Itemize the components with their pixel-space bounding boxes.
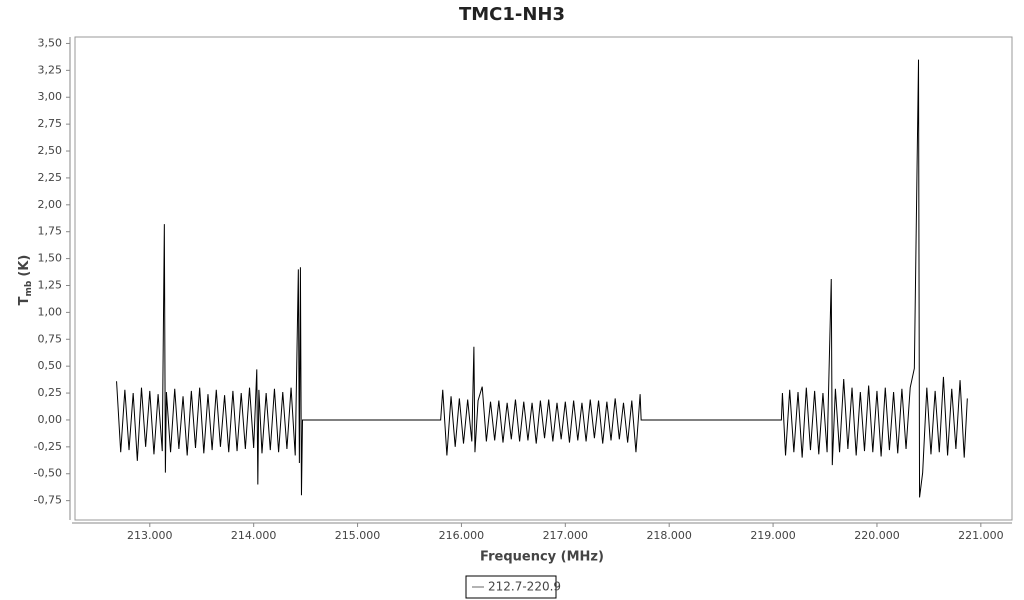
y-title-main: T (17, 296, 32, 305)
plot-frame (74, 36, 1013, 521)
y-tick-label: 0,75 (38, 332, 63, 345)
y-tick-label: 3,50 (38, 36, 63, 49)
x-tick-label: 215.000 (335, 529, 381, 542)
y-axis-title: Tmb (K) (17, 255, 34, 306)
y-tick-label: 2,75 (38, 117, 63, 130)
x-tick-label: 216.000 (439, 529, 485, 542)
x-tick-label: 214.000 (231, 529, 277, 542)
y-tick-label: -0,75 (34, 494, 62, 507)
x-tick-label: 217.000 (543, 529, 589, 542)
y-tick-label: 0,00 (38, 413, 63, 426)
y-tick-label: 1,00 (38, 305, 63, 318)
y-tick-label: 1,75 (38, 225, 63, 238)
legend-label: 212.7-220.9 (488, 580, 561, 594)
y-tick-label: 3,00 (38, 90, 63, 103)
y-title-sub: mb (24, 280, 34, 296)
y-tick-label: 1,25 (38, 278, 63, 291)
x-tick-label: 221.000 (958, 529, 1004, 542)
y-tick-label: 0,50 (38, 359, 63, 372)
y-tick-label: 2,25 (38, 171, 63, 184)
legend-box (465, 575, 557, 599)
y-tick-label: 1,50 (38, 252, 63, 265)
x-tick-label: 219.000 (750, 529, 796, 542)
y-tick-label: 2,50 (38, 144, 63, 157)
x-tick-label: 220.000 (854, 529, 900, 542)
x-axis-title: Frequency (MHz) (480, 550, 604, 565)
y-tick-label: 3,25 (38, 63, 63, 76)
x-tick-label: 218.000 (646, 529, 692, 542)
y-tick-label: -0,25 (34, 440, 62, 453)
series-line (116, 59, 968, 498)
x-tick-label: 213.000 (127, 529, 173, 542)
y-title-unit: (K) (17, 255, 32, 277)
chart-title: TMC1-NH3 (459, 4, 565, 25)
y-tick-label: 2,00 (38, 198, 63, 211)
y-tick-label: 0,25 (38, 386, 63, 399)
y-tick-label: -0,50 (34, 467, 62, 480)
